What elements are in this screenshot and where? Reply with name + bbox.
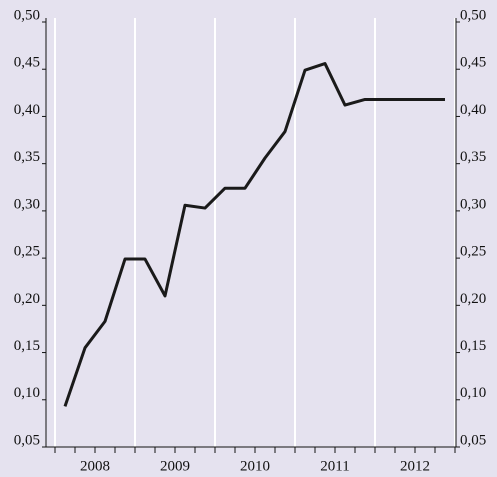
y-tick-label: 0,25 [14, 244, 40, 260]
y-tick-label: 0,50 [14, 7, 40, 23]
y2-tick-label: 0,45 [460, 55, 486, 71]
y-tick-label: 0,05 [14, 432, 40, 448]
y2-tick-label: 0,50 [460, 7, 486, 23]
y-tick-label: 0,35 [14, 149, 40, 165]
y2-tick-label: 0,25 [460, 244, 486, 260]
y2-tick-label: 0,30 [460, 196, 486, 212]
y2-tick-label: 0,15 [460, 338, 486, 354]
x-tick-label: 2011 [320, 458, 349, 474]
y2-tick-label: 0,10 [460, 385, 486, 401]
y-tick-label: 0,10 [14, 385, 40, 401]
x-tick-label: 2009 [160, 458, 190, 474]
y-tick-label: 0,40 [14, 102, 40, 118]
x-tick-label: 2010 [240, 458, 270, 474]
y2-tick-label: 0,05 [460, 432, 486, 448]
x-tick-label: 2008 [80, 458, 110, 474]
y-tick-label: 0,15 [14, 338, 40, 354]
y2-tick-label: 0,40 [460, 102, 486, 118]
y-tick-label: 0,20 [14, 291, 40, 307]
y2-tick-label: 0,20 [460, 291, 486, 307]
x-tick-label: 2012 [400, 458, 430, 474]
y-tick-label: 0,30 [14, 196, 40, 212]
y2-tick-label: 0,35 [460, 149, 486, 165]
y-tick-label: 0,45 [14, 55, 40, 71]
line-series [63, 62, 445, 407]
